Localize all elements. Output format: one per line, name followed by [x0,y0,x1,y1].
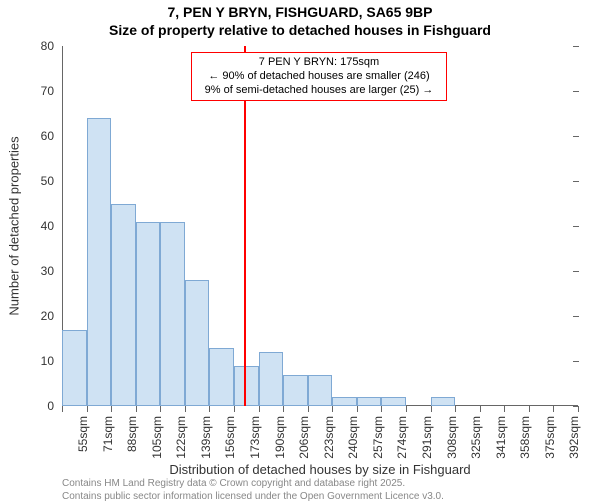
x-tick-mark [160,406,161,412]
histogram-bar [87,118,112,406]
x-tick-label: 358sqm [518,408,532,476]
histogram-bar [283,375,308,407]
y-tick-label: 70 [41,84,62,98]
histogram-bar [185,280,210,406]
chart-title-line2: Size of property relative to detached ho… [0,22,600,40]
x-tick-label: 375sqm [543,408,557,476]
histogram-bar [111,204,136,407]
x-tick-mark [553,406,554,412]
histogram-bar [332,397,357,406]
y-tick-mark [573,361,579,362]
x-tick-mark [234,406,235,412]
x-tick-mark [529,406,530,412]
y-tick-label: 60 [41,129,62,143]
x-tick-mark [185,406,186,412]
annotation-line: 9% of semi-detached houses are larger (2… [198,84,440,98]
footer-credits: Contains HM Land Registry data © Crown c… [62,478,444,503]
x-tick-mark [332,406,333,412]
y-tick-mark [573,46,579,47]
histogram-bar [160,222,185,407]
x-tick-mark [111,406,112,412]
x-tick-label: 71sqm [101,408,115,476]
x-tick-mark [62,406,63,412]
histogram-bar [381,397,406,406]
x-tick-label: 392sqm [567,408,581,476]
x-tick-mark [480,406,481,412]
y-tick-mark [573,271,579,272]
x-tick-mark [209,406,210,412]
x-tick-mark [381,406,382,412]
x-tick-mark [259,406,260,412]
y-tick-label: 20 [41,309,62,323]
footer-line-1: Contains HM Land Registry data © Crown c… [62,478,444,491]
y-tick-mark [573,181,579,182]
histogram-bar [62,330,87,407]
x-tick-mark [431,406,432,412]
y-tick-label: 0 [47,399,62,413]
y-axis-label: Number of detached properties [7,136,22,315]
x-tick-mark [357,406,358,412]
y-tick-mark [573,226,579,227]
x-tick-mark [87,406,88,412]
histogram-bar [431,397,456,406]
y-tick-mark [573,136,579,137]
histogram-bar [357,397,382,406]
annotation-line: ← 90% of detached houses are smaller (24… [198,70,440,84]
x-axis-label: Distribution of detached houses by size … [169,462,470,477]
y-tick-mark [573,316,579,317]
x-tick-mark [308,406,309,412]
y-tick-mark [573,91,579,92]
chart-container: { "title_line1": "7, PEN Y BRYN, FISHGUA… [0,0,600,500]
x-tick-mark [136,406,137,412]
annotation-line: 7 PEN Y BRYN: 175sqm [198,56,440,70]
x-tick-label: 341sqm [494,408,508,476]
x-tick-mark [455,406,456,412]
footer-line-2: Contains public sector information licen… [62,491,444,503]
histogram-bar [136,222,161,407]
histogram-bar [259,352,284,406]
y-tick-label: 50 [41,174,62,188]
chart-title-line1: 7, PEN Y BRYN, FISHGUARD, SA65 9BP [0,0,600,22]
x-tick-mark [406,406,407,412]
x-tick-label: 88sqm [125,408,139,476]
x-tick-mark [504,406,505,412]
x-tick-mark [283,406,284,412]
x-tick-label: 55sqm [76,408,90,476]
annotation-box: 7 PEN Y BRYN: 175sqm← 90% of detached ho… [191,52,447,101]
plot-area: 0102030405060708055sqm71sqm88sqm105sqm12… [62,46,578,406]
y-tick-label: 30 [41,264,62,278]
histogram-bar [308,375,333,407]
y-tick-label: 80 [41,39,62,53]
histogram-bar [209,348,234,407]
x-tick-mark [578,406,579,412]
histogram-bar [234,366,259,407]
y-tick-label: 10 [41,354,62,368]
y-tick-label: 40 [41,219,62,233]
x-tick-label: 105sqm [150,408,164,476]
x-tick-label: 325sqm [469,408,483,476]
